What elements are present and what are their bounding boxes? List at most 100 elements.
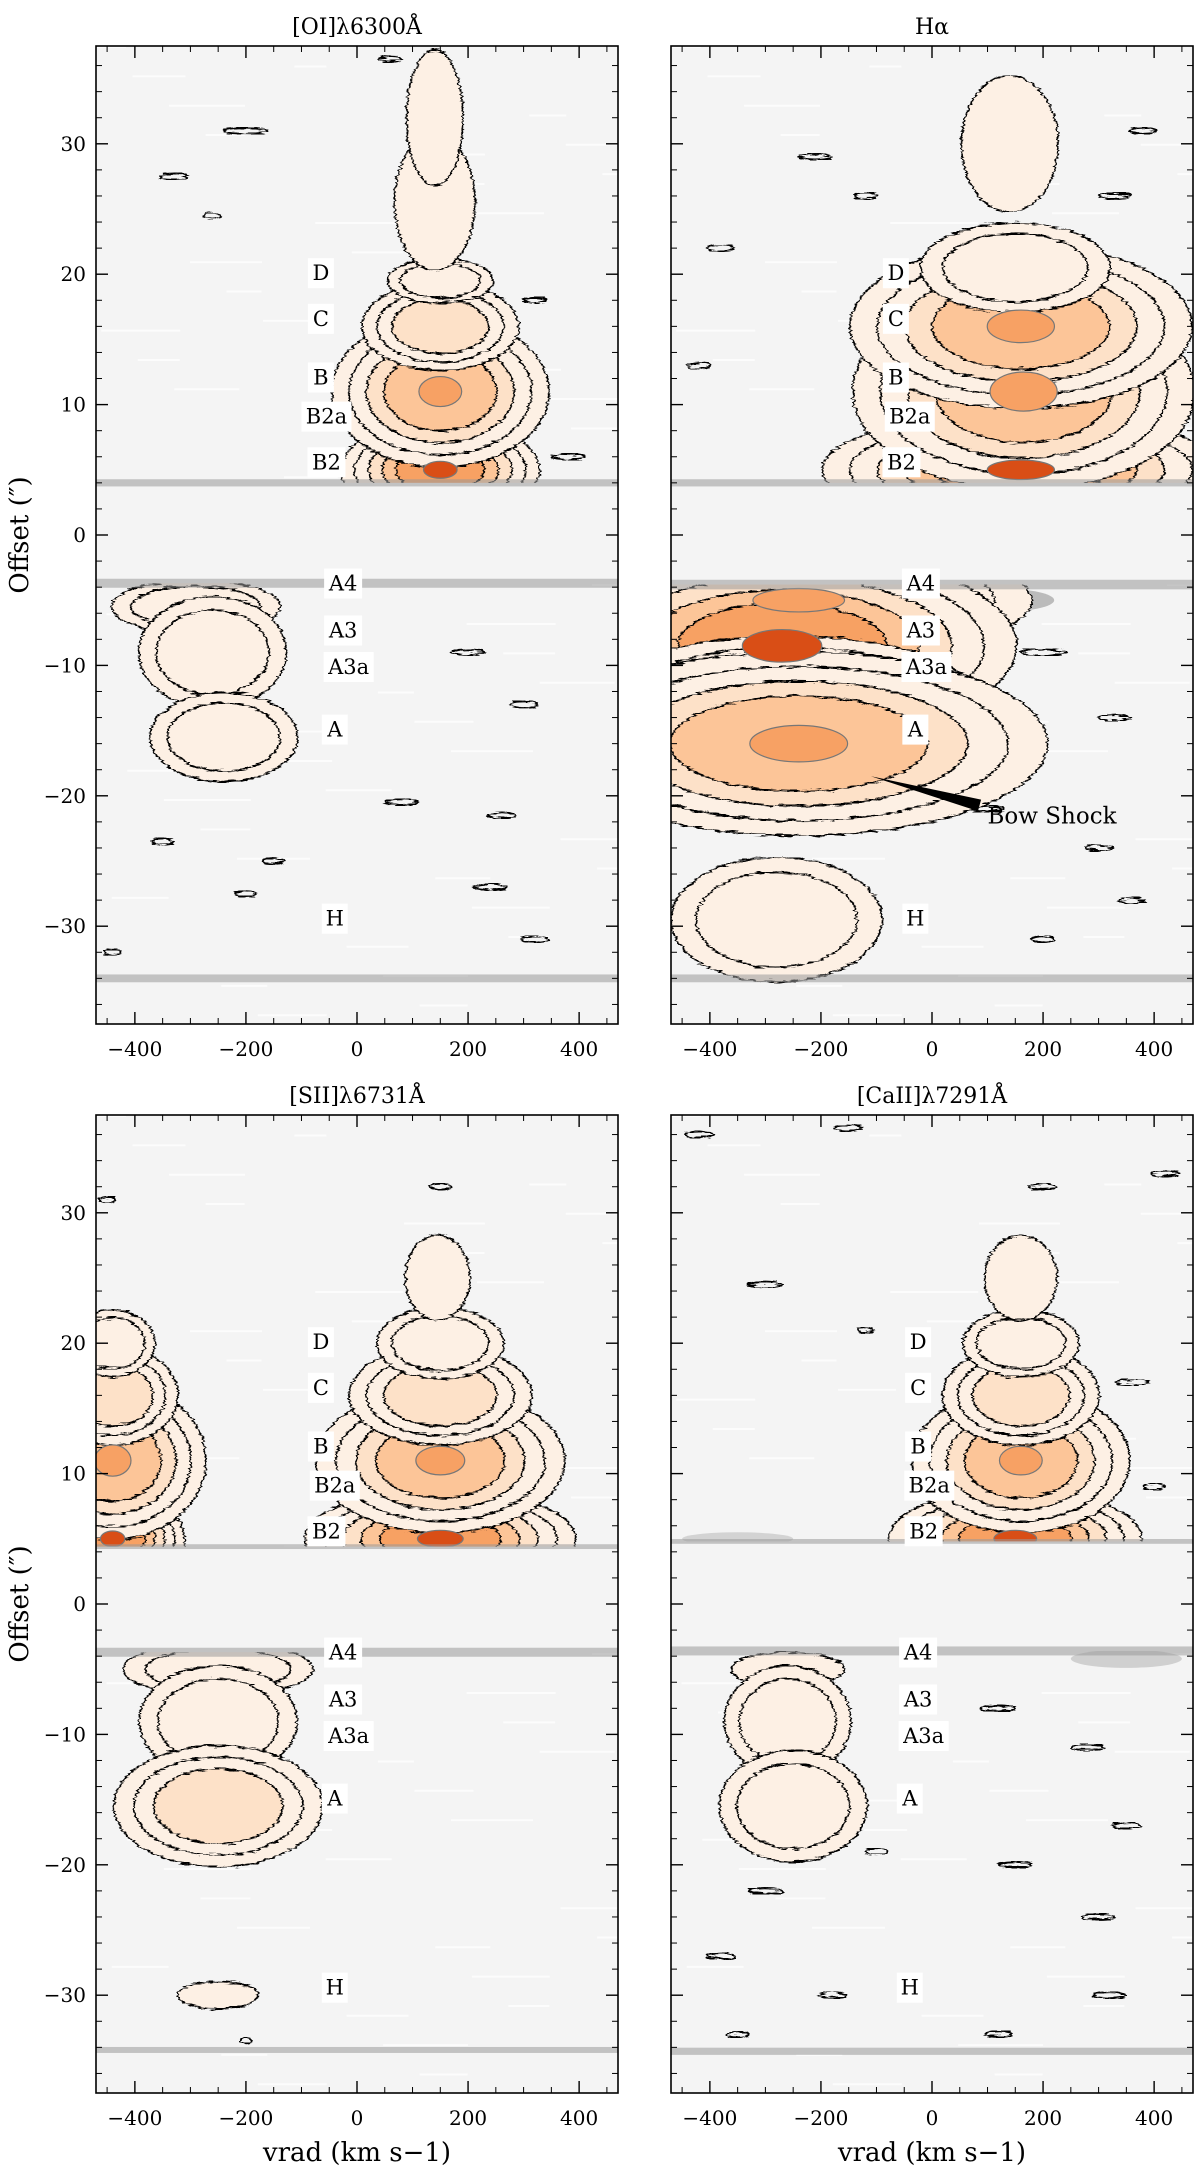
noise-contour	[150, 837, 175, 846]
noise-streak	[477, 1281, 545, 1284]
noise-streak	[712, 1427, 755, 1430]
noise-streak	[414, 1789, 474, 1792]
emission-core	[749, 724, 849, 763]
noise-contour	[706, 1952, 736, 1960]
noise-streak	[539, 681, 615, 684]
knot-label-box	[904, 1516, 943, 1547]
knot-label: A	[901, 1787, 918, 1811]
panel-title: [CaII]λ7291Å	[857, 1081, 1008, 1109]
emission-contour-level-2	[155, 609, 270, 696]
emission-core	[989, 371, 1058, 412]
y-tick-label: 30	[61, 1201, 86, 1225]
noise-streak	[419, 2073, 468, 2076]
noise-streak	[127, 769, 192, 772]
noise-contour	[383, 798, 419, 807]
knot-labels: DC B B2a B2 A4 A3 A3a A H	[307, 1327, 374, 2003]
emission-contour-level-2	[166, 702, 281, 772]
noise-streak	[503, 1721, 556, 1724]
x-tick-label: −400	[682, 2106, 737, 2130]
plot-area: DC B B2a B2 A4 A3 A3a A H	[671, 1115, 1193, 2086]
x-tick-label: 400	[560, 2106, 598, 2130]
noise-streak	[1025, 1819, 1108, 1822]
knot-label: A3	[903, 1687, 933, 1711]
knot-label: H	[326, 907, 344, 931]
noise-streak	[294, 1134, 327, 1137]
noise-streak	[1177, 1242, 1193, 1245]
knot-label: A3a	[327, 655, 369, 679]
noise-streak	[263, 319, 322, 322]
noise-streak	[351, 1320, 403, 1323]
plot-area: DC B B2a B2 A4 A3 A3a A H	[96, 46, 618, 1017]
x-tick-label: 200	[1024, 1037, 1062, 1061]
noise-contour	[97, 1195, 117, 1204]
knot-label-box	[324, 615, 363, 646]
noise-streak	[749, 388, 815, 391]
knot-label: H	[901, 1976, 919, 2000]
noise-streak	[377, 691, 414, 694]
noise-streak	[1078, 1721, 1131, 1724]
noise-streak	[539, 1750, 615, 1753]
knot-label: B2a	[306, 405, 347, 429]
noise-streak	[560, 1907, 618, 1910]
knot-label: B2	[909, 1519, 938, 1543]
noise-contour	[1083, 844, 1114, 852]
noise-streak	[435, 877, 491, 880]
knot-label: H	[326, 1976, 344, 2000]
noise-streak	[811, 1926, 885, 1929]
noise-contour	[450, 648, 486, 657]
noise-streak	[676, 329, 756, 332]
noise-streak	[921, 2014, 984, 2017]
noise-contour	[686, 361, 711, 370]
noise-streak	[671, 1115, 701, 1117]
knot-label: D	[312, 1330, 329, 1354]
knot-label: A	[907, 718, 924, 742]
emission-knots	[718, 1234, 1143, 1863]
noise-streak	[403, 1222, 485, 1225]
noise-streak	[681, 1682, 750, 1685]
knot-label: B2	[887, 450, 916, 474]
noise-contour	[997, 1860, 1033, 1869]
noise-streak	[602, 1242, 618, 1245]
noise-contour	[1097, 713, 1133, 722]
noise-streak	[101, 329, 181, 332]
noise-streak	[1140, 1212, 1193, 1215]
noise-streak	[111, 1965, 169, 1968]
noise-streak	[163, 1868, 251, 1871]
noise-streak	[801, 290, 837, 293]
emission-contour-level-2	[695, 871, 858, 969]
emission-core	[741, 628, 823, 663]
noise-streak	[811, 857, 885, 860]
y-tick-label: −20	[44, 784, 86, 808]
noise-streak	[796, 2053, 843, 2056]
noise-streak	[163, 799, 251, 802]
noise-streak	[686, 1965, 744, 1968]
noise-streak	[1172, 1936, 1193, 1939]
noise-contour	[472, 883, 508, 891]
panel-title: [OI]λ6300Å	[292, 12, 423, 40]
noise-streak	[921, 945, 984, 948]
noise-streak	[1046, 906, 1125, 909]
noise-streak	[1046, 1975, 1125, 1978]
noise-contour	[508, 700, 539, 709]
emission-contour-level-2	[975, 1316, 1066, 1370]
knot-label: A4	[328, 1641, 358, 1665]
emission-contour-level-1	[960, 74, 1059, 213]
x-tick-label: 200	[1024, 2106, 1062, 2130]
knot-label: A4	[906, 572, 936, 596]
noise-streak	[221, 2053, 268, 2056]
knot-label-box	[898, 1721, 949, 1752]
noise-contour	[725, 2030, 750, 2039]
noise-streak	[325, 789, 392, 792]
noise-streak	[989, 1789, 1049, 1792]
y-tick-label: −10	[44, 1722, 86, 1746]
noise-streak	[294, 65, 327, 68]
x-tick-label: 400	[1135, 2106, 1173, 2130]
noise-streak	[346, 2014, 409, 2017]
noise-streak	[1083, 2004, 1125, 2007]
knot-label: B2	[312, 450, 341, 474]
noise-streak	[1109, 1467, 1193, 1470]
emission-core	[96, 1444, 132, 1477]
noise-streak	[111, 896, 169, 899]
noise-streak	[764, 261, 837, 264]
knot-label-box	[901, 652, 952, 683]
